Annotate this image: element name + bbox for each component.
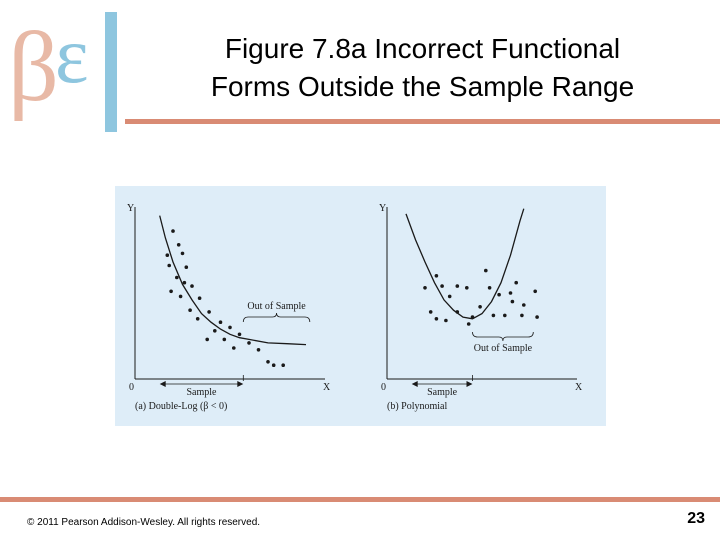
- data-point: [169, 289, 173, 294]
- data-point: [175, 275, 179, 280]
- data-point: [171, 229, 175, 233]
- data-point: [455, 310, 460, 314]
- page-number: 23: [687, 510, 705, 527]
- data-point: [195, 317, 200, 321]
- data-point: [423, 286, 427, 290]
- data-point: [466, 322, 471, 326]
- out-of-sample-brace: [472, 331, 534, 342]
- data-point: [165, 253, 170, 257]
- x-axis-label: X: [323, 382, 331, 393]
- origin-label: 0: [381, 382, 386, 393]
- data-point: [207, 310, 211, 314]
- x-axis-label: X: [575, 382, 583, 393]
- logo-delta-stem: [105, 12, 117, 132]
- logo-epsilon-glyph: ɛ: [55, 12, 89, 100]
- origin-label: 0: [129, 382, 134, 393]
- data-point: [510, 299, 515, 304]
- footer-rule: [0, 497, 720, 502]
- data-point: [197, 296, 202, 300]
- data-point: [218, 320, 223, 324]
- data-point: [167, 263, 171, 268]
- out-of-sample-label: Out of Sample: [247, 301, 306, 312]
- data-point: [522, 303, 526, 307]
- y-axis-label: Y: [379, 203, 386, 214]
- data-point: [281, 363, 285, 367]
- data-point: [440, 284, 444, 288]
- out-of-sample-label: Out of Sample: [474, 343, 533, 354]
- chart-panel-a: Y X 0 Sample (a) Double-Log (β < 0) Out of Sa…: [127, 203, 331, 412]
- title-underline-rule: [125, 119, 720, 124]
- data-point: [533, 289, 537, 294]
- sample-range-arrowhead-right: [466, 381, 473, 387]
- slide-title-line-1: Figure 7.8a Incorrect Functional: [224, 33, 621, 64]
- data-point: [228, 325, 232, 330]
- data-point: [266, 360, 270, 364]
- data-point: [487, 286, 492, 290]
- logo-beta-glyph: β: [8, 11, 59, 122]
- data-point: [271, 363, 276, 367]
- data-point: [190, 284, 194, 288]
- data-point: [205, 337, 209, 342]
- pearson-beta-delta-logo: β ɛ: [8, 11, 117, 132]
- data-point: [232, 346, 236, 350]
- sample-range-arrowhead-left: [159, 381, 166, 387]
- panel-caption: (b) Polynomial: [387, 401, 447, 412]
- data-point: [478, 305, 482, 309]
- sample-label: Sample: [187, 387, 218, 398]
- data-point: [188, 308, 192, 312]
- data-point: [247, 341, 251, 345]
- data-point: [184, 265, 189, 269]
- chart-panel-b: Y X 0 Sample (b) Polynomial Out of Sample: [379, 203, 583, 412]
- data-point: [434, 274, 439, 278]
- fitted-curve: [405, 208, 525, 320]
- data-point: [535, 315, 539, 319]
- data-point: [180, 251, 185, 256]
- data-point: [497, 292, 501, 297]
- data-point: [520, 313, 524, 318]
- data-point: [237, 332, 242, 337]
- data-point: [447, 294, 452, 299]
- data-point: [455, 284, 460, 288]
- fitted-curve: [159, 215, 307, 346]
- data-point: [178, 294, 183, 299]
- data-point: [222, 337, 227, 342]
- data-point: [465, 286, 469, 290]
- data-point: [176, 243, 181, 247]
- data-point: [213, 329, 217, 333]
- sample-label: Sample: [427, 387, 458, 398]
- data-point: [491, 313, 496, 318]
- data-point: [514, 280, 518, 285]
- figure-panel: Y X 0 Sample (a) Double-Log (β < 0) Out of Sa…: [115, 186, 606, 426]
- sample-range-arrowhead-right: [237, 381, 244, 387]
- data-point: [434, 317, 439, 321]
- data-point: [470, 315, 475, 319]
- slide-title-line-2: Forms Outside the Sample Range: [210, 71, 635, 102]
- out-of-sample-brace: [242, 312, 311, 323]
- data-point: [256, 348, 261, 352]
- copyright-notice: © 2011 Pearson Addison-Wesley. All right…: [27, 517, 261, 528]
- data-point: [444, 318, 448, 323]
- data-point: [182, 280, 187, 285]
- data-point: [428, 310, 433, 314]
- slide-title: Figure 7.8a Incorrect Functional Forms O…: [150, 30, 695, 106]
- panel-caption: (a) Double-Log (β < 0): [135, 401, 227, 412]
- sample-range-arrowhead-left: [411, 381, 418, 387]
- y-axis-label: Y: [127, 203, 134, 214]
- data-point: [508, 291, 513, 295]
- data-point: [503, 313, 507, 318]
- data-point: [484, 268, 488, 273]
